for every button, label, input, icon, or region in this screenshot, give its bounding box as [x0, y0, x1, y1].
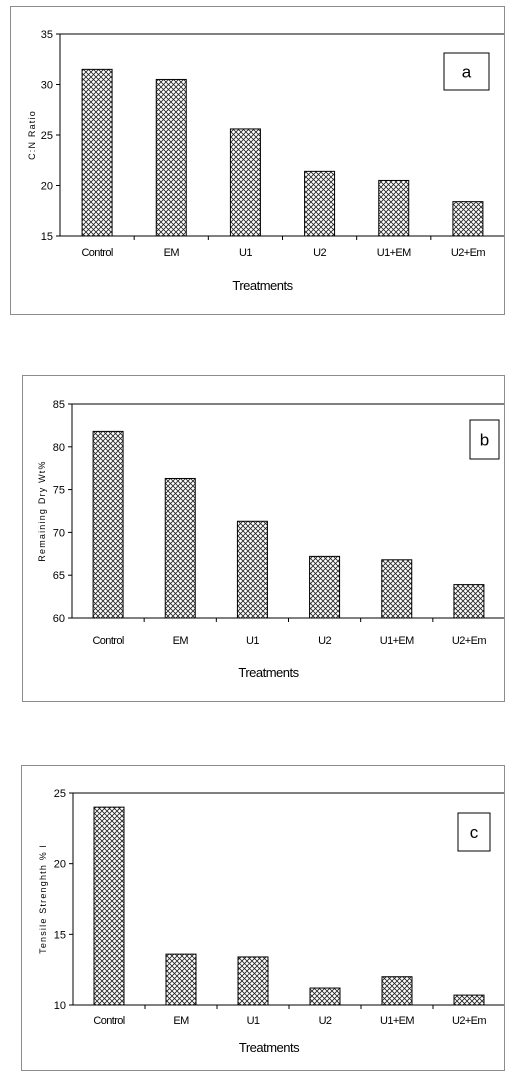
- x-tick-label: U1: [246, 635, 259, 647]
- bar-control: [93, 806, 125, 1006]
- bar-u1-plus-em: [381, 559, 413, 619]
- panel-tag: b: [480, 431, 489, 450]
- y-tick-label: 20: [54, 859, 66, 871]
- bar-em: [164, 477, 196, 619]
- x-tick-label: U2: [313, 247, 326, 259]
- bar-u1: [229, 128, 261, 237]
- y-axis-title: Remaining Dry Wt%: [37, 460, 47, 561]
- y-axis-title: C:N Ratio: [27, 110, 37, 160]
- x-tick-label: U2+Em: [451, 247, 485, 259]
- x-tick-label: U1+EM: [377, 247, 411, 259]
- x-tick-label: U2: [318, 635, 331, 647]
- y-tick-label: 60: [53, 613, 65, 625]
- x-tick-label: U2: [319, 1015, 332, 1027]
- panel-tag-box: [469, 419, 500, 460]
- y-tick-label: 80: [53, 442, 65, 454]
- chart-svg: 10 15 20 25 Control EM U1 U2 U1+EM U2+Em Treatment…: [38, 788, 504, 1055]
- x-tick-label: U1: [247, 1015, 260, 1027]
- x-axis-title: Treatments: [232, 278, 293, 293]
- y-tick-label: 25: [41, 130, 53, 142]
- x-tick-label: EM: [173, 635, 189, 647]
- bar-em: [165, 953, 197, 1006]
- x-tick-label: U1+EM: [380, 1015, 414, 1027]
- bar-u2-plus-em: [453, 994, 485, 1006]
- bar-em: [155, 78, 187, 237]
- y-tick-label: 70: [53, 527, 65, 539]
- y-tick-label: 35: [41, 29, 53, 41]
- y-axis-title: Tensile Strenghth % l: [38, 844, 48, 954]
- bar-u2: [309, 555, 341, 619]
- bar-u1: [236, 520, 268, 619]
- panel-tag: a: [462, 63, 472, 82]
- bar-u2: [309, 987, 341, 1006]
- chart-svg: 60 65 70 75 80 85 Control EM U1 U2 U1+EM U2+Em Treat…: [37, 399, 504, 680]
- bar-u1-plus-em: [381, 976, 413, 1006]
- y-tick-label: 25: [54, 788, 66, 800]
- x-tick-label: Control: [93, 1015, 124, 1027]
- x-tick-label: Control: [81, 247, 112, 259]
- bar-u2-plus-em: [453, 584, 485, 619]
- chart-svg: 15 20 25 30 35 Control EM U1 U2 U1+EM U2+Em Treatme…: [27, 29, 504, 293]
- x-tick-label: EM: [164, 247, 180, 259]
- x-axis-title: Treatments: [239, 1040, 300, 1055]
- x-axis-title: Treatments: [238, 665, 299, 680]
- plot-area: [72, 792, 504, 1006]
- x-tick-label: Control: [92, 635, 123, 647]
- bar-u1-plus-em: [378, 179, 410, 237]
- x-tick-label: U1+EM: [380, 635, 414, 647]
- chart-panel-a: 15 20 25 30 35 Control EM U1 U2 U1+EM U2+Em Treatme…: [10, 6, 505, 315]
- y-tick-label: 20: [41, 181, 53, 193]
- panel-tag: c: [470, 823, 479, 842]
- chart-panel-b: 60 65 70 75 80 85 Control EM U1 U2 U1+EM U2+Em Treat…: [22, 375, 505, 702]
- y-tick-label: 65: [53, 570, 65, 582]
- bar-control: [81, 68, 113, 237]
- x-tick-label: U2+Em: [452, 1015, 486, 1027]
- plot-area: [71, 403, 504, 619]
- y-tick-label: 85: [53, 399, 65, 411]
- chart-panel-c: 10 15 20 25 Control EM U1 U2 U1+EM U2+Em Treatment…: [21, 765, 505, 1071]
- bar-u2: [304, 170, 336, 237]
- y-tick-label: 30: [41, 80, 53, 92]
- y-tick-label: 15: [54, 929, 66, 941]
- x-tick-label: U1: [239, 247, 252, 259]
- plot-area: [59, 33, 504, 237]
- y-tick-label: 10: [54, 1000, 66, 1012]
- panel-tag-box: [443, 52, 490, 91]
- y-tick-label: 75: [53, 485, 65, 497]
- panel-tag-box: [457, 812, 491, 852]
- bar-u1: [237, 956, 269, 1006]
- bar-u2-plus-em: [452, 201, 484, 237]
- x-tick-label: U2+Em: [452, 635, 486, 647]
- x-tick-label: EM: [173, 1015, 189, 1027]
- y-tick-label: 15: [41, 231, 53, 243]
- bar-control: [92, 430, 124, 619]
